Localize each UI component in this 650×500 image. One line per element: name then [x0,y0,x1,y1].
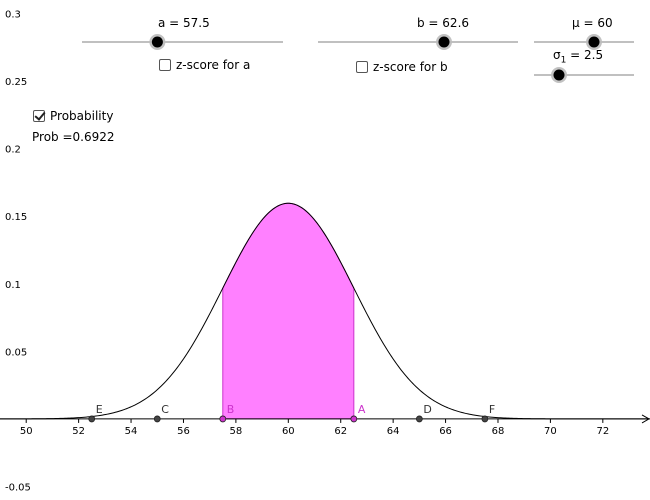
x-tick-label: 52 [72,426,85,437]
point-b[interactable] [219,415,227,423]
slider-mu-label: μ = 60 [572,16,613,30]
probability-result-text: Prob =0.6922 [32,130,115,144]
zscore-b-checkbox[interactable]: z-score for b [356,60,448,74]
checkmark-icon[interactable] [33,110,45,122]
x-tick-label: 64 [387,426,400,437]
slider-a-label: a = 57.5 [158,16,210,30]
point-c[interactable] [153,415,161,423]
x-tick-label: 70 [544,426,557,437]
y-tick-label: 0.2 [5,145,21,156]
point-label: C [161,403,169,416]
x-tick-label: 58 [230,426,243,437]
slider-b-handle[interactable] [438,36,450,48]
point-label: B [227,403,235,416]
x-tick-label: 72 [596,426,609,437]
x-tick-label: 56 [177,426,190,437]
y-tick-label: 0.3 [5,10,21,21]
probability-checkbox[interactable]: Probability [33,109,113,123]
x-tick-label: 50 [20,426,33,437]
slider-sigma-handle[interactable] [553,69,565,81]
checkbox-icon[interactable] [159,59,171,71]
y-tick-label: 0.15 [5,212,27,223]
y-tick-label: 0.1 [5,280,21,291]
x-tick-label: 60 [282,426,295,437]
sigma-subscript: 1 [560,55,567,66]
x-tick-label: 68 [492,426,505,437]
sigma-symbol: σ [553,48,561,62]
slider-mu-handle[interactable] [588,36,600,48]
point-label: A [358,403,366,416]
x-axis-arrow [641,414,650,424]
probability-label: Probability [50,109,114,123]
zscore-a-label: z-score for a [176,58,251,72]
point-label: F [489,403,495,416]
zscore-b-label: z-score for b [373,60,448,74]
slider-sigma-label: σ1 = 2.5 [553,48,603,65]
x-tick-label: 66 [439,426,452,437]
checkbox-icon[interactable] [356,61,368,73]
zscore-a-checkbox[interactable]: z-score for a [159,58,250,72]
slider-b-label: b = 62.6 [417,16,470,30]
x-tick-label: 62 [334,426,347,437]
y-tick-label: -0.05 [5,482,31,493]
y-tick-label: 0.05 [5,347,27,358]
x-tick-label: 54 [125,426,138,437]
probability-area [222,202,355,420]
point-a[interactable] [350,415,358,423]
point-f[interactable] [481,415,489,423]
point-label: D [423,403,431,416]
sigma-value-text: = 2.5 [566,48,604,62]
point-d[interactable] [415,415,423,423]
slider-a-handle[interactable] [151,36,163,48]
point-e[interactable] [88,415,96,423]
point-label: E [96,403,103,416]
y-tick-label: 0.25 [5,77,27,88]
